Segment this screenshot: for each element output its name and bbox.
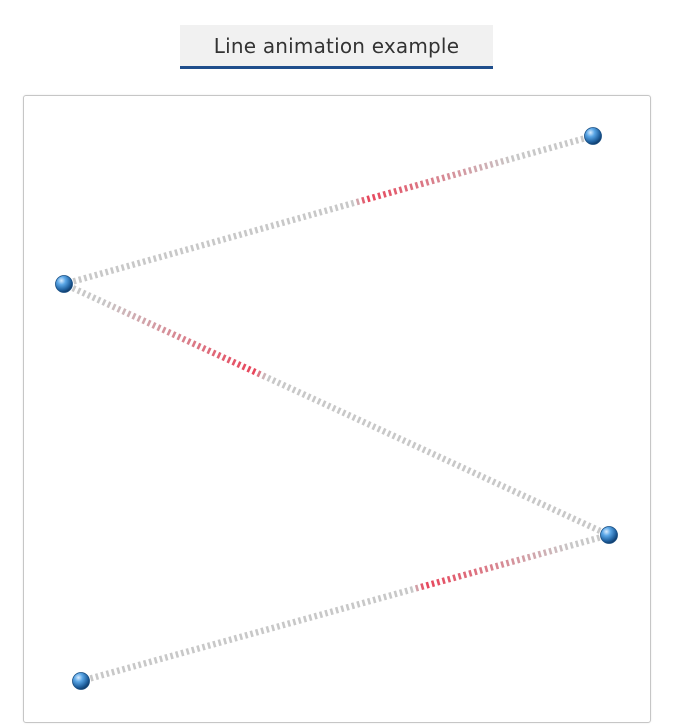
node-top-right[interactable]: [584, 127, 602, 145]
node-bottom-left[interactable]: [72, 672, 90, 690]
line-animation-svg: [55, 127, 618, 690]
example-title: Line animation example: [213, 33, 460, 58]
segment-1: [61, 132, 596, 288]
segment-2: [61, 280, 612, 539]
segment-3: [78, 531, 612, 685]
animation-canvas: [23, 95, 651, 723]
node-right[interactable]: [600, 526, 618, 544]
node-left[interactable]: [55, 275, 73, 293]
example-title-tab[interactable]: Line animation example: [180, 25, 493, 69]
nodes-layer: [55, 127, 618, 690]
lines-layer: [61, 132, 612, 685]
